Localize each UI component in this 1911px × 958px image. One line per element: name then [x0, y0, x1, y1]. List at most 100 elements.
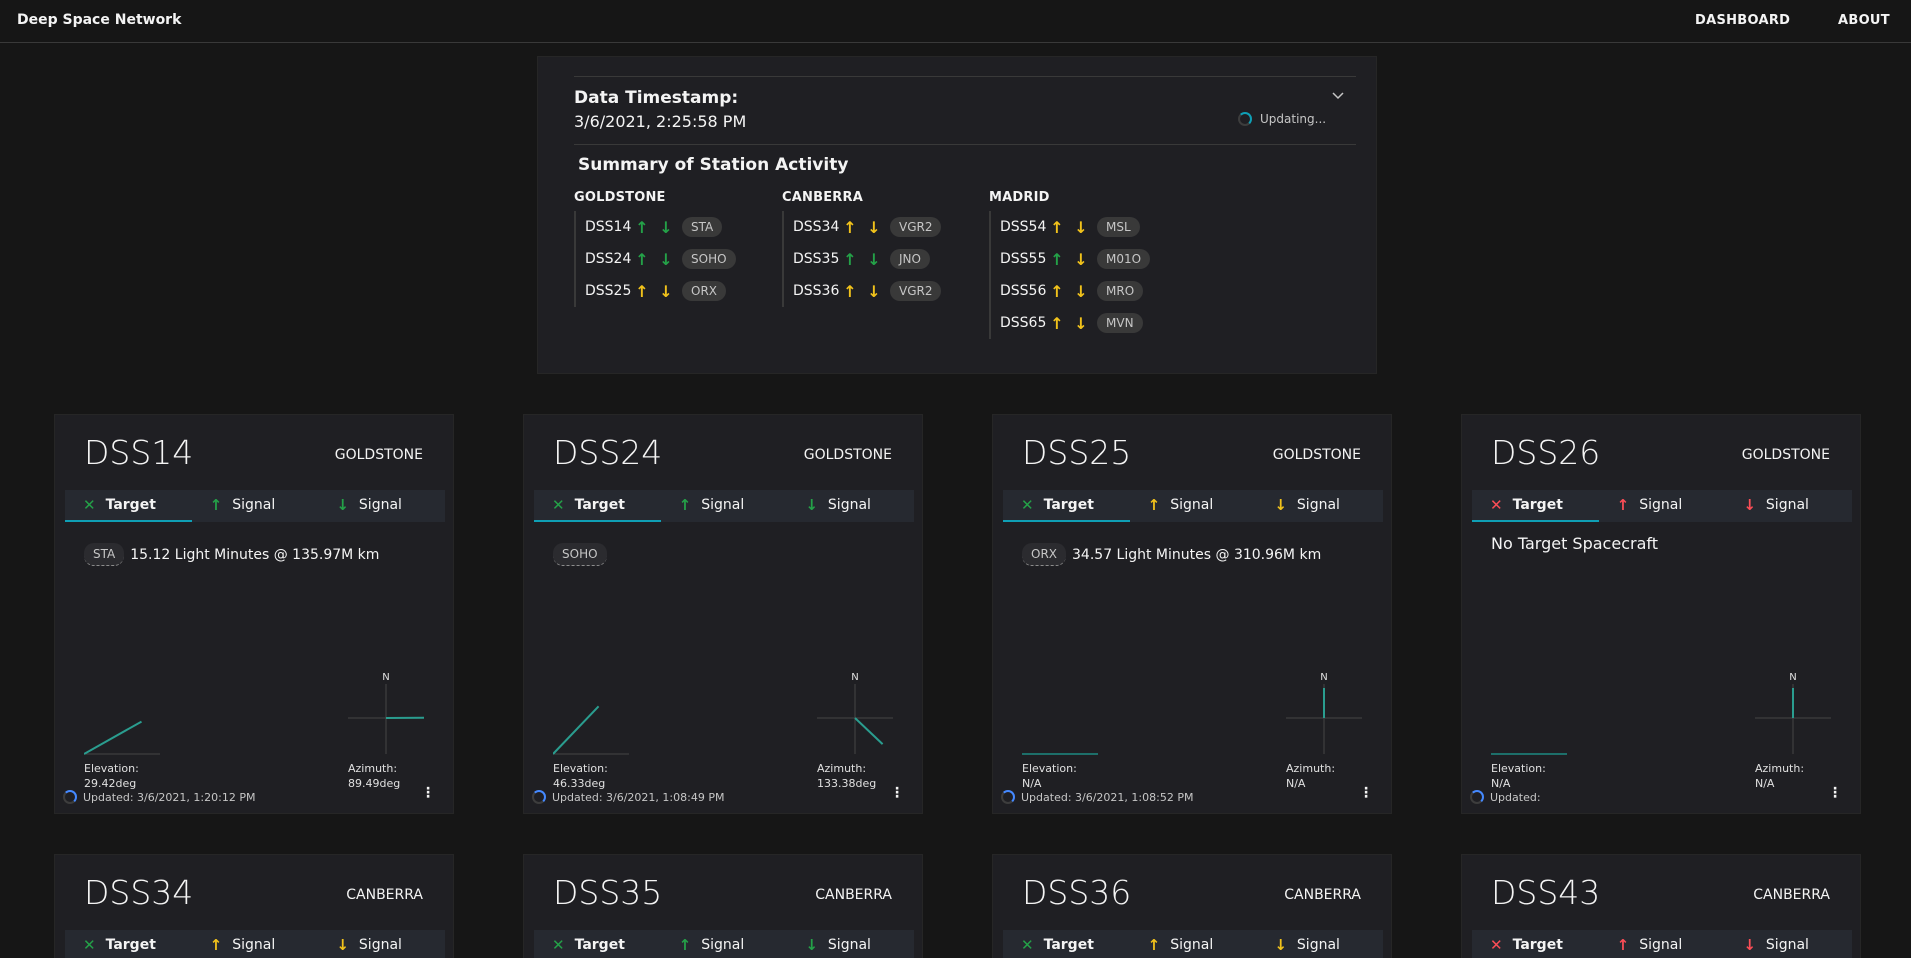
overflow-menu-icon[interactable]: ⋮	[1359, 785, 1373, 801]
tab-downlink-signal[interactable]: ↓ Signal	[1256, 490, 1383, 522]
station-row[interactable]: DSS56 ↑ ↓ MRO	[1000, 275, 1150, 307]
updating-indicator: Updating...	[1238, 112, 1326, 126]
tab-downlink-signal[interactable]: ↓ Signal	[787, 490, 914, 522]
station-list: DSS54 ↑ ↓ MSL DSS55 ↑ ↓ M01O DSS56 ↑ ↓ MRO DSS65 ↑ ↓ MV…	[989, 211, 1151, 339]
station-row[interactable]: DSS25 ↑ ↓ ORX	[585, 275, 736, 307]
elevation-value: N/A	[1491, 777, 1511, 790]
station-tabs: ✕ Target ↑ Signal ↓ Signal	[534, 490, 914, 522]
target-tag[interactable]: VGR2	[890, 217, 942, 237]
target-tag[interactable]: SOHO	[682, 249, 736, 269]
arrow-down-icon: ↓	[805, 496, 818, 514]
station-row[interactable]: DSS24 ↑ ↓ SOHO	[585, 243, 736, 275]
target-tag[interactable]: VGR2	[890, 281, 942, 301]
tab-target[interactable]: ✕ Target	[65, 930, 192, 958]
station-title: DSS26	[1491, 433, 1601, 472]
updated-text: Updated: 3/6/2021, 1:08:49 PM	[552, 790, 725, 804]
divider	[574, 76, 1356, 77]
overflow-menu-icon[interactable]: ⋮	[890, 785, 904, 801]
tab-target[interactable]: ✕ Target	[1003, 490, 1130, 522]
app-brand[interactable]: Deep Space Network	[17, 12, 182, 28]
north-label: N	[382, 672, 389, 683]
nav-dashboard-link[interactable]: DASHBOARD	[1695, 13, 1791, 28]
tab-target[interactable]: ✕ Target	[1003, 930, 1130, 958]
elevation-label: Elevation:	[1491, 762, 1546, 775]
station-card: DSS26 GOLDSTONE ✕ Target ↑ Signal ↓ Signal No Ta…	[1461, 414, 1861, 814]
arrow-down-icon: ↓	[1074, 281, 1088, 301]
tab-label: Signal	[358, 937, 402, 953]
updated-status: Updated: 3/6/2021, 1:08:52 PM	[1001, 790, 1193, 804]
station-id: DSS14	[585, 219, 632, 235]
tab-downlink-signal[interactable]: ↓ Signal	[1256, 930, 1383, 958]
tab-uplink-signal[interactable]: ↑ Signal	[661, 930, 788, 958]
station-id: DSS24	[585, 251, 632, 267]
target-tag[interactable]: M01O	[1097, 249, 1151, 269]
overflow-menu-icon[interactable]: ⋮	[421, 785, 435, 801]
station-row[interactable]: DSS55 ↑ ↓ M01O	[1000, 243, 1151, 275]
station-row[interactable]: DSS36 ↑ ↓ VGR2	[793, 275, 942, 307]
arrow-down-icon: ↓	[659, 281, 673, 301]
station-row[interactable]: DSS54 ↑ ↓ MSL	[1000, 211, 1150, 243]
target-tag[interactable]: ORX	[682, 281, 727, 301]
arrow-up-icon: ↑	[1050, 217, 1064, 237]
target-tag[interactable]: STA	[682, 217, 723, 237]
tab-label: Signal	[1765, 937, 1809, 953]
station-tabs: ✕ Target ↑ Signal ↓ Signal	[1472, 490, 1852, 522]
station-card: DSS43 CANBERRA ✕ Target ↑ Signal ↓ Signal	[1461, 854, 1861, 958]
elevation-line	[84, 720, 142, 755]
target-tag[interactable]: SOHO	[553, 543, 607, 566]
tab-uplink-signal[interactable]: ↑ Signal	[1130, 490, 1257, 522]
tab-target[interactable]: ✕ Target	[534, 930, 661, 958]
target-tag[interactable]: MSL	[1097, 217, 1140, 237]
tab-target[interactable]: ✕ Target	[65, 490, 192, 522]
tab-downlink-signal[interactable]: ↓ Signal	[787, 930, 914, 958]
tab-target[interactable]: ✕ Target	[1472, 930, 1599, 958]
station-card: DSS36 CANBERRA ✕ Target ↑ Signal ↓ Signal	[992, 854, 1392, 958]
elevation-line	[553, 705, 600, 755]
station-complex: CANBERRA	[1753, 887, 1830, 903]
target-distance: 15.12 Light Minutes @ 135.97M km	[130, 546, 380, 563]
tab-downlink-signal[interactable]: ↓ Signal	[318, 930, 445, 958]
arrow-up-icon: ↑	[635, 249, 649, 269]
target-tag[interactable]: STA	[84, 543, 125, 566]
azimuth-label: Azimuth:	[817, 762, 867, 775]
nav-about-link[interactable]: ABOUT	[1838, 13, 1890, 28]
tab-uplink-signal[interactable]: ↑ Signal	[192, 490, 319, 522]
updated-status: Updated:	[1470, 790, 1541, 804]
azimuth-value: 133.38deg	[817, 777, 877, 790]
tab-target[interactable]: ✕ Target	[1472, 490, 1599, 522]
updated-text: Updated:	[1490, 790, 1541, 804]
complex-canberra: CANBERRA DSS34 ↑ ↓ VGR2 DSS35 ↑ ↓ JNO DSS36 ↑ ↓ VGR2	[782, 190, 942, 307]
overflow-menu-icon[interactable]: ⋮	[1828, 785, 1842, 801]
arrow-up-icon: ↑	[1050, 281, 1064, 301]
station-row[interactable]: DSS35 ↑ ↓ JNO	[793, 243, 941, 275]
station-row[interactable]: DSS14 ↑ ↓ STA	[585, 211, 736, 243]
station-row[interactable]: DSS34 ↑ ↓ VGR2	[793, 211, 942, 243]
station-title: DSS36	[1022, 873, 1132, 912]
station-tabs: ✕ Target ↑ Signal ↓ Signal	[1003, 490, 1383, 522]
divider	[574, 144, 1356, 145]
satellite-icon: ✕	[552, 936, 565, 954]
target-tag[interactable]: ORX	[1022, 543, 1067, 566]
arrow-up-icon: ↑	[843, 281, 857, 301]
tab-uplink-signal[interactable]: ↑ Signal	[661, 490, 788, 522]
elevation-value: 46.33deg	[553, 777, 606, 790]
tab-uplink-signal[interactable]: ↑ Signal	[1599, 490, 1726, 522]
arrow-up-icon: ↑	[1147, 496, 1161, 514]
tab-target[interactable]: ✕ Target	[534, 490, 661, 522]
tab-downlink-signal[interactable]: ↓ Signal	[1725, 490, 1852, 522]
tab-downlink-signal[interactable]: ↓ Signal	[318, 490, 445, 522]
elevation-label: Elevation:	[1022, 762, 1077, 775]
tab-uplink-signal[interactable]: ↑ Signal	[1130, 930, 1257, 958]
chevron-down-icon[interactable]	[1331, 88, 1345, 102]
arrow-up-icon: ↑	[678, 936, 692, 954]
target-tag[interactable]: MRO	[1097, 281, 1144, 301]
tab-label: Signal	[1170, 497, 1214, 513]
target-tag[interactable]: JNO	[890, 249, 930, 269]
tab-label: Signal	[1170, 937, 1214, 953]
updated-text: Updated: 3/6/2021, 1:08:52 PM	[1021, 790, 1194, 804]
tab-downlink-signal[interactable]: ↓ Signal	[1725, 930, 1852, 958]
target-tag[interactable]: MVN	[1097, 313, 1143, 333]
tab-uplink-signal[interactable]: ↑ Signal	[1599, 930, 1726, 958]
tab-uplink-signal[interactable]: ↑ Signal	[192, 930, 319, 958]
station-row[interactable]: DSS65 ↑ ↓ MVN	[1000, 307, 1150, 339]
